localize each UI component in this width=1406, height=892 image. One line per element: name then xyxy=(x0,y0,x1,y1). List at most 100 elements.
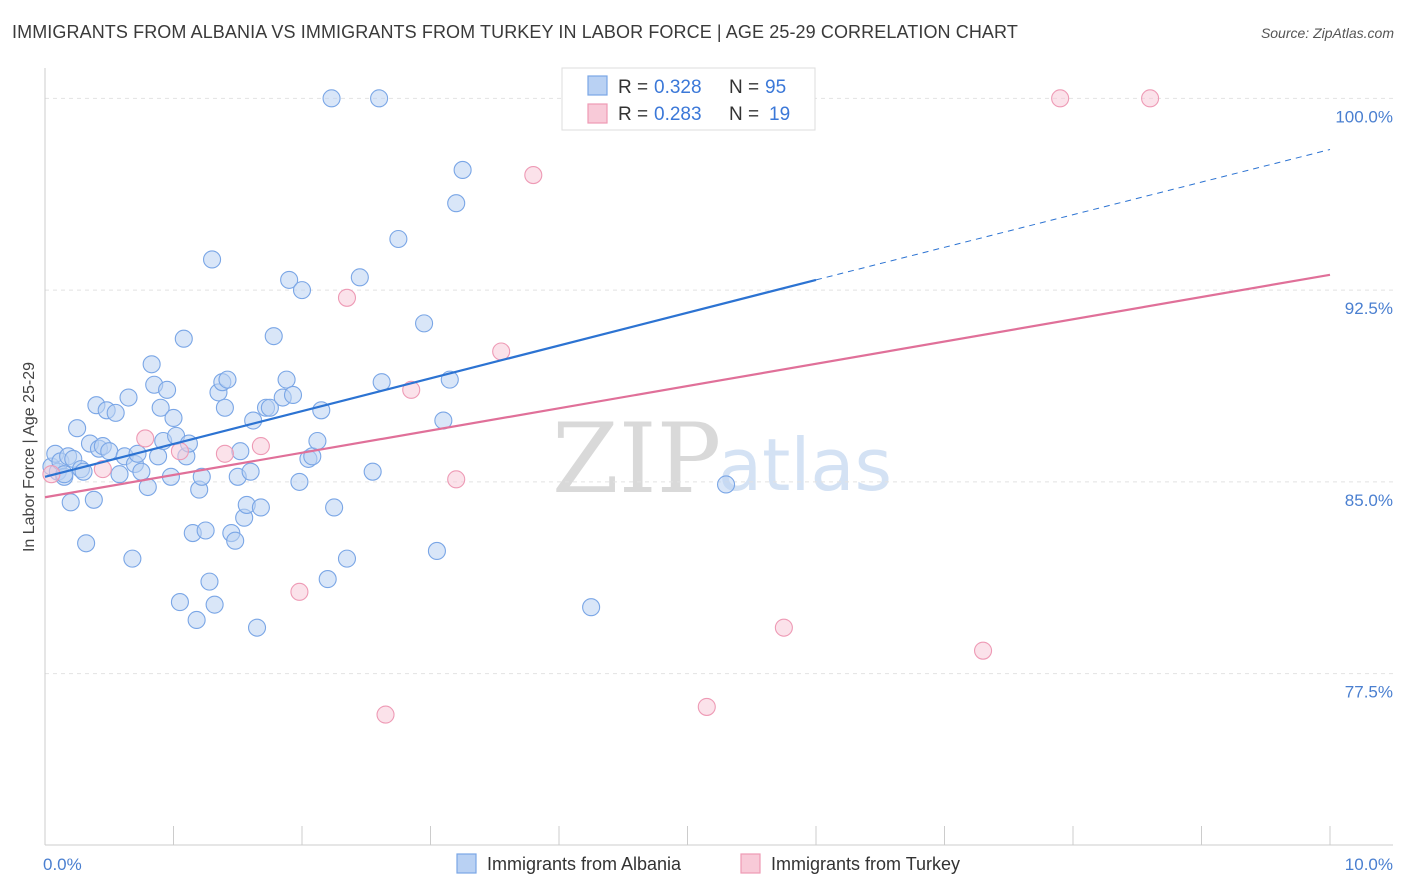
point-turkey-17 xyxy=(1051,89,1070,108)
x-tick-label-1: 10.0% xyxy=(1345,855,1393,874)
point-albania-68 xyxy=(283,385,303,405)
watermark-zip: ZIP xyxy=(552,403,721,515)
point-albania-36 xyxy=(170,593,189,612)
point-albania-78 xyxy=(337,549,357,568)
point-albania-58 xyxy=(241,462,260,481)
point-albania-50 xyxy=(215,398,234,417)
point-albania-46 xyxy=(205,595,224,614)
y-axis-label: In Labor Force | Age 25-29 xyxy=(21,362,38,552)
point-albania-79 xyxy=(350,268,369,287)
point-albania-25 xyxy=(132,462,151,481)
point-albania-53 xyxy=(226,531,245,550)
point-albania-73 xyxy=(308,431,327,451)
legend-swatch-albania-bottom xyxy=(456,853,477,874)
axes xyxy=(44,68,1393,846)
point-albania-77 xyxy=(322,89,341,108)
legend-r-value-turkey: 0.283 xyxy=(654,104,702,125)
point-turkey-1 xyxy=(93,460,112,479)
point-albania-66 xyxy=(277,370,296,389)
legend-n-value-turkey: 19 xyxy=(769,104,790,125)
point-turkey-4 xyxy=(215,444,234,463)
point-albania-63 xyxy=(260,398,279,417)
y-tick-label-0: 100.0% xyxy=(1335,107,1393,126)
point-albania-6 xyxy=(61,493,80,512)
point-turkey-14 xyxy=(697,697,716,716)
point-albania-81 xyxy=(370,89,389,108)
point-albania-34 xyxy=(164,408,183,428)
chart-title: IMMIGRANTS FROM ALBANIA VS IMMIGRANTS FR… xyxy=(12,22,1018,42)
point-albania-75 xyxy=(318,570,337,589)
point-albania-60 xyxy=(247,618,267,637)
point-albania-27 xyxy=(142,355,161,374)
series-albania-points xyxy=(42,89,768,637)
point-albania-85 xyxy=(427,541,446,560)
legend-label-albania: Immigrants from Albania xyxy=(487,854,682,874)
chart-source: Source: ZipAtlas.com xyxy=(1260,25,1394,41)
point-albania-22 xyxy=(123,549,142,568)
legend-n-value-albania: 95 xyxy=(765,77,786,98)
point-turkey-10 xyxy=(447,470,466,489)
point-albania-91 xyxy=(716,475,736,494)
point-albania-32 xyxy=(158,380,177,399)
point-turkey-11 xyxy=(492,342,511,361)
watermark-atlas: atlas xyxy=(718,423,892,507)
point-turkey-6 xyxy=(290,582,309,601)
trend-line-albania-projection xyxy=(815,149,1331,281)
point-albania-21 xyxy=(119,388,138,407)
legend-r-value-albania: 0.328 xyxy=(654,77,702,98)
point-albania-76 xyxy=(325,498,344,517)
legend-swatch-turkey xyxy=(587,103,608,124)
point-albania-30 xyxy=(151,398,170,417)
point-turkey-8 xyxy=(376,705,395,724)
y-tick-label-2: 85.0% xyxy=(1345,491,1393,510)
point-albania-44 xyxy=(196,521,215,540)
x-tick-labels: 0.0% 10.0% xyxy=(43,855,1393,874)
point-turkey-7 xyxy=(337,288,357,307)
point-albania-84 xyxy=(415,314,434,333)
legend-swatch-turkey-bottom xyxy=(740,853,761,874)
y-tick-label-1: 92.5% xyxy=(1345,299,1393,318)
trend-line-turkey xyxy=(44,273,1331,499)
point-turkey-9 xyxy=(402,380,421,399)
point-albania-89 xyxy=(453,160,472,180)
point-albania-69 xyxy=(290,472,309,491)
watermark: ZIP atlas xyxy=(552,403,892,515)
point-albania-45 xyxy=(200,572,219,591)
point-turkey-16 xyxy=(973,641,993,660)
trend-lines xyxy=(44,149,1331,499)
point-albania-51 xyxy=(218,370,237,389)
legend-r-label-albania: R = xyxy=(618,77,648,98)
point-albania-19 xyxy=(110,465,129,484)
point-albania-41 xyxy=(187,610,206,630)
series-legend: Immigrants from Albania Immigrants from … xyxy=(456,853,960,874)
point-albania-61 xyxy=(251,498,270,517)
legend-n-label-turkey: N = xyxy=(729,104,759,125)
point-turkey-12 xyxy=(524,166,543,185)
point-albania-82 xyxy=(372,373,391,392)
point-albania-17 xyxy=(100,442,119,461)
point-albania-83 xyxy=(389,229,408,249)
point-turkey-2 xyxy=(136,429,155,448)
point-albania-43 xyxy=(192,467,211,486)
point-albania-55 xyxy=(231,442,250,461)
point-albania-47 xyxy=(203,250,222,269)
point-turkey-18 xyxy=(1141,89,1160,108)
point-albania-10 xyxy=(77,534,96,553)
x-tick-label-0: 0.0% xyxy=(43,855,82,874)
point-turkey-15 xyxy=(774,618,793,637)
point-albania-70 xyxy=(292,281,312,300)
point-albania-37 xyxy=(174,329,193,348)
legend-r-label-turkey: R = xyxy=(618,104,648,125)
point-albania-12 xyxy=(84,490,103,509)
y-tick-label-3: 77.5% xyxy=(1345,683,1393,702)
point-albania-8 xyxy=(68,419,87,438)
point-albania-90 xyxy=(582,598,601,617)
point-albania-67 xyxy=(280,270,299,289)
point-albania-64 xyxy=(264,327,283,346)
legend-n-label-albania: N = xyxy=(729,77,759,98)
point-albania-80 xyxy=(363,462,382,481)
point-albania-18 xyxy=(106,403,125,422)
point-turkey-5 xyxy=(251,437,270,456)
legend-label-turkey: Immigrants from Turkey xyxy=(771,854,960,874)
